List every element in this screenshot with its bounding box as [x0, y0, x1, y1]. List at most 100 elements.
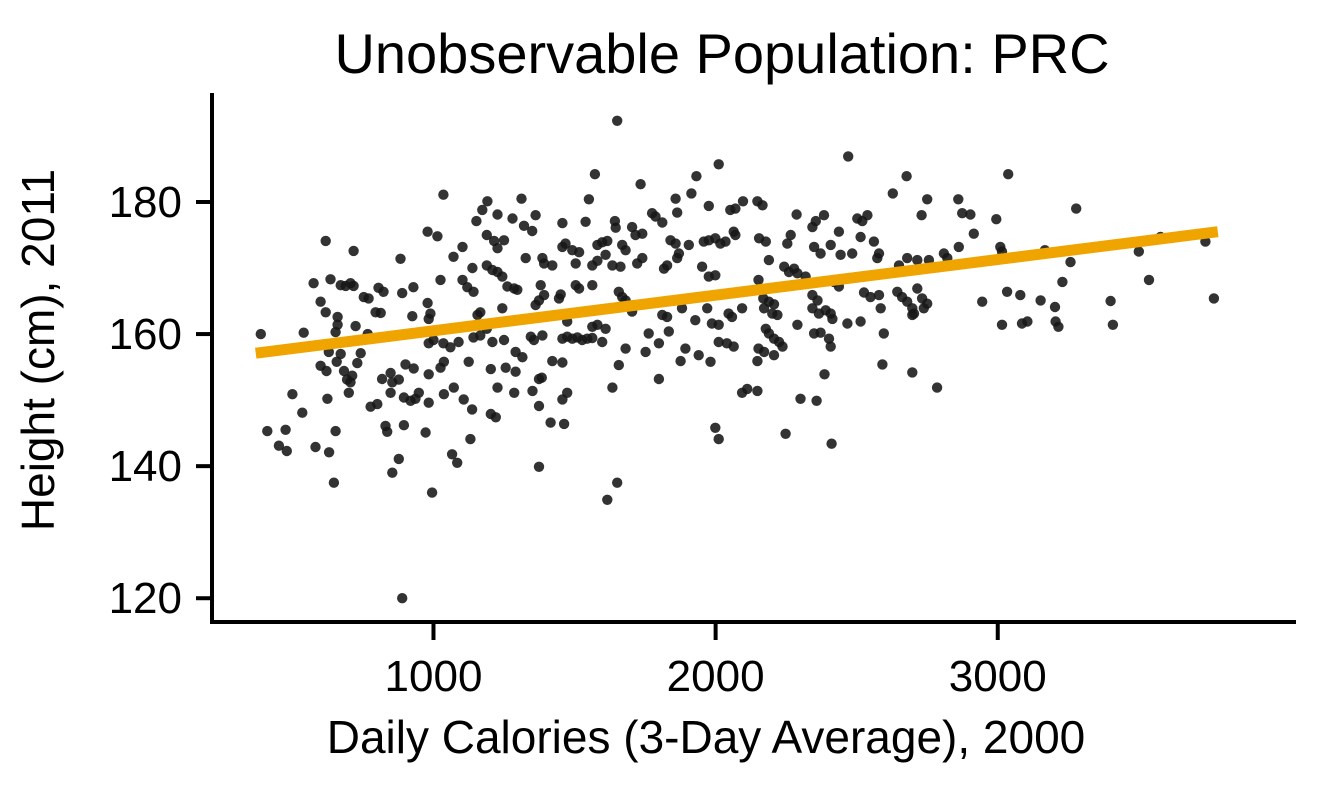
scatter-point: [663, 326, 674, 337]
scatter-point: [330, 326, 341, 338]
regression-line: [255, 226, 1219, 359]
scatter-point: [620, 245, 631, 256]
scatter-point: [835, 249, 846, 260]
scatter-point: [675, 355, 686, 367]
scatter-point: [742, 383, 753, 395]
scatter-point: [255, 328, 266, 340]
scatter-point: [912, 283, 923, 294]
scatter-point: [957, 208, 968, 219]
scatter-point: [466, 404, 478, 415]
x-tick-label: 3000: [949, 652, 1047, 701]
scatter-point: [620, 343, 631, 354]
scatter-point: [878, 328, 889, 339]
scatter-point: [328, 477, 340, 488]
scatter-point: [538, 258, 550, 269]
scatter-point: [280, 424, 291, 435]
scatter-point: [448, 382, 459, 393]
scatter-point: [463, 356, 474, 367]
scatter-point: [661, 311, 673, 323]
scatter-point: [420, 427, 431, 438]
scatter-point: [703, 200, 714, 212]
scatter-point: [558, 418, 570, 430]
scatter-point: [785, 229, 796, 241]
y-tick-label: 160: [109, 310, 182, 359]
scatter-point: [673, 248, 685, 259]
scatter-point: [262, 425, 273, 437]
scatter-point: [758, 346, 770, 358]
scatter-point: [580, 216, 591, 227]
scatter-point: [520, 252, 531, 264]
scatter-point: [587, 280, 598, 291]
scatter-point: [435, 274, 446, 286]
scatter-point: [713, 336, 724, 348]
scatter-point: [818, 210, 830, 221]
scatter-point: [600, 249, 611, 260]
scatter-point: [592, 319, 603, 330]
scatter-point: [536, 372, 547, 383]
scatter-point: [868, 236, 880, 247]
scatter-point: [690, 315, 701, 326]
scatter-point: [996, 319, 1008, 330]
scatter-point: [710, 270, 721, 281]
scatter-point: [573, 283, 585, 294]
scatter-point: [423, 369, 434, 380]
scatter-point: [728, 341, 739, 352]
scatter-point: [400, 359, 411, 370]
scatter-point: [445, 342, 456, 353]
scatter-point: [686, 188, 697, 199]
scatter-point: [815, 327, 826, 338]
scatter-point: [713, 433, 724, 445]
scatter-point: [322, 393, 333, 404]
scatter-point: [670, 193, 681, 204]
scatter-point: [676, 303, 688, 314]
x-tick-label: 2000: [667, 652, 765, 701]
scatter-point: [672, 207, 683, 218]
scatter-point: [547, 260, 558, 271]
scatter-point: [557, 394, 568, 405]
scatter-point: [808, 241, 820, 253]
scatter-point: [597, 336, 608, 348]
scatter-point: [683, 239, 694, 251]
scatter-point: [607, 382, 618, 393]
scatter-point: [875, 303, 886, 314]
scatter-point: [385, 387, 396, 398]
scatter-point: [696, 261, 708, 272]
scatter-point: [760, 236, 771, 247]
scatter-point: [931, 382, 943, 393]
scatter-point: [772, 309, 783, 321]
scatter-point: [395, 253, 406, 264]
scatter-point: [338, 365, 350, 377]
scatter-point: [791, 209, 802, 220]
scatter-point: [795, 393, 806, 404]
scatter-point: [452, 457, 463, 468]
scatter-point: [497, 303, 508, 314]
scatter-point: [873, 248, 885, 259]
scatter-point: [325, 274, 336, 285]
scatter-point: [887, 188, 898, 199]
scatter-point: [547, 355, 558, 367]
scatter-point: [991, 214, 1002, 225]
scatter-point: [490, 412, 501, 423]
scatter-point: [517, 352, 528, 363]
scatter-point: [472, 309, 483, 321]
x-axis-label: Daily Calories (3-Day Average), 2000: [327, 711, 1086, 763]
scatter-point: [385, 367, 396, 379]
scatter-point: [968, 228, 979, 239]
scatter-point: [363, 293, 374, 304]
scatter-point: [477, 204, 488, 216]
scatter-point: [387, 467, 398, 478]
scatter-point: [533, 461, 545, 472]
scatter-point: [610, 222, 621, 233]
scatter-point: [343, 387, 354, 398]
scatter-point: [827, 313, 838, 325]
scatter-point: [487, 336, 498, 348]
scatter-point: [528, 334, 540, 346]
scatter-point: [407, 311, 418, 322]
scatter-point: [485, 363, 496, 375]
scatter-point: [713, 159, 724, 170]
scatter-point: [393, 453, 404, 465]
y-tick-label: 140: [109, 442, 182, 491]
scatter-point: [492, 209, 503, 220]
chart-title: Unobservable Population: PRC: [334, 22, 1109, 85]
